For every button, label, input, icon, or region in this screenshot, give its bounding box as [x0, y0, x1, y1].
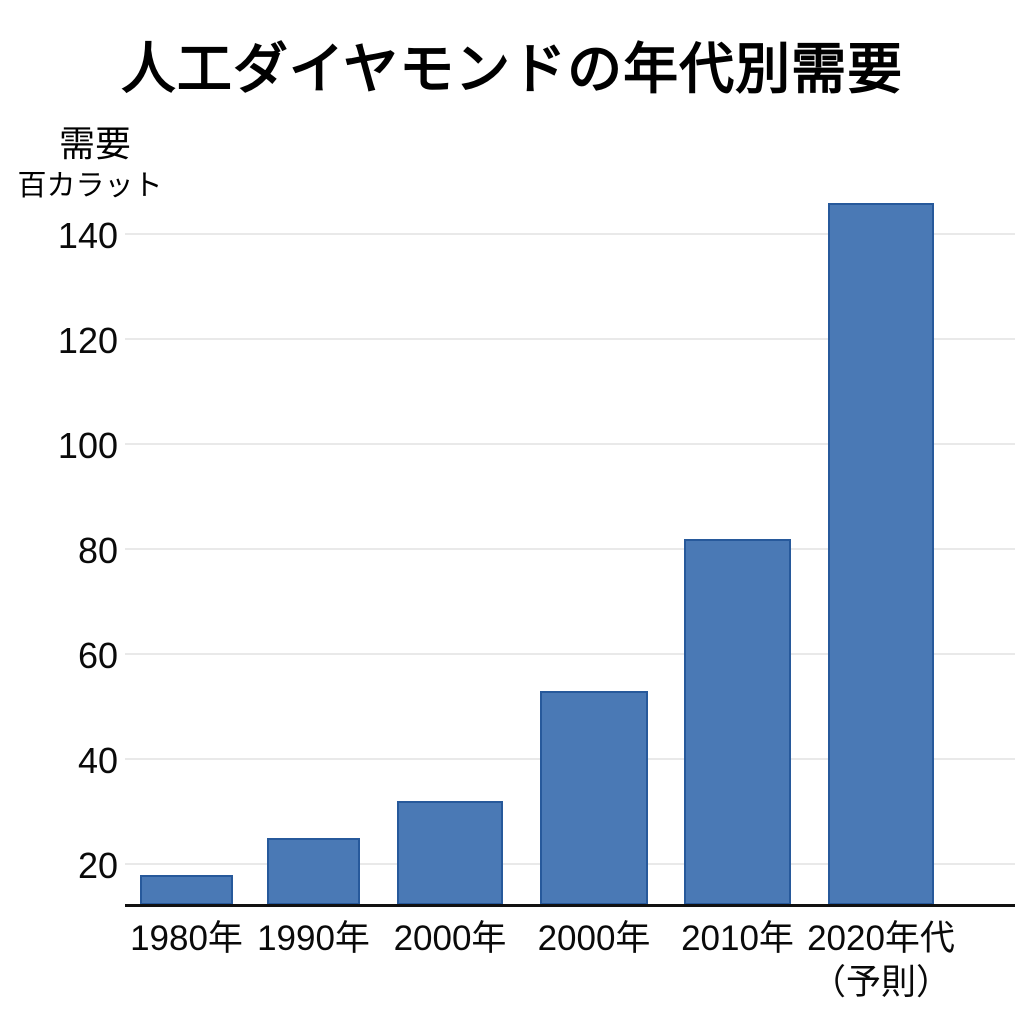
y-tick-label-140: 140: [57, 215, 118, 257]
x-tick-label-3: 2000年: [537, 919, 651, 958]
y-tick-label-100: 100: [57, 425, 118, 467]
y-tick-label-60: 60: [77, 635, 118, 677]
y-tick-label-20: 20: [77, 845, 118, 887]
x-axis-line: [125, 904, 1015, 907]
bar-2000年-3: [540, 690, 648, 905]
bar-1980年-0: [140, 874, 233, 905]
y-axis-unit-label-line2: 百カラット: [17, 170, 163, 202]
y-tick-label-40: 40: [77, 740, 118, 782]
y-tick-label-120: 120: [57, 320, 118, 362]
bar-2020年代-5: [828, 202, 934, 905]
gridline-y-80: [125, 548, 1015, 551]
x-tick-label-4: 2010年: [681, 919, 794, 958]
x-tick-label-2: 2000年: [393, 919, 507, 958]
x-tick-label-0: 1980年: [130, 919, 243, 958]
bar-2000年-2: [397, 801, 503, 905]
chart-title: 人工ダイヤモンドの年代別需要: [120, 38, 904, 100]
gridline-y-100: [125, 443, 1015, 446]
bar-1990年-1: [267, 837, 360, 905]
y-tick-label-80: 80: [77, 530, 118, 572]
gridline-y-120: [125, 338, 1015, 341]
x-tick-label-1: 1990年: [257, 919, 370, 958]
x-tick-label-5: 2020年代 （予則）: [807, 919, 955, 1002]
bar-2010年-4: [684, 538, 791, 905]
gridline-y-60: [125, 653, 1015, 656]
y-axis-unit-label-line1: 需要: [58, 123, 131, 164]
gridline-y-140: [125, 233, 1015, 236]
